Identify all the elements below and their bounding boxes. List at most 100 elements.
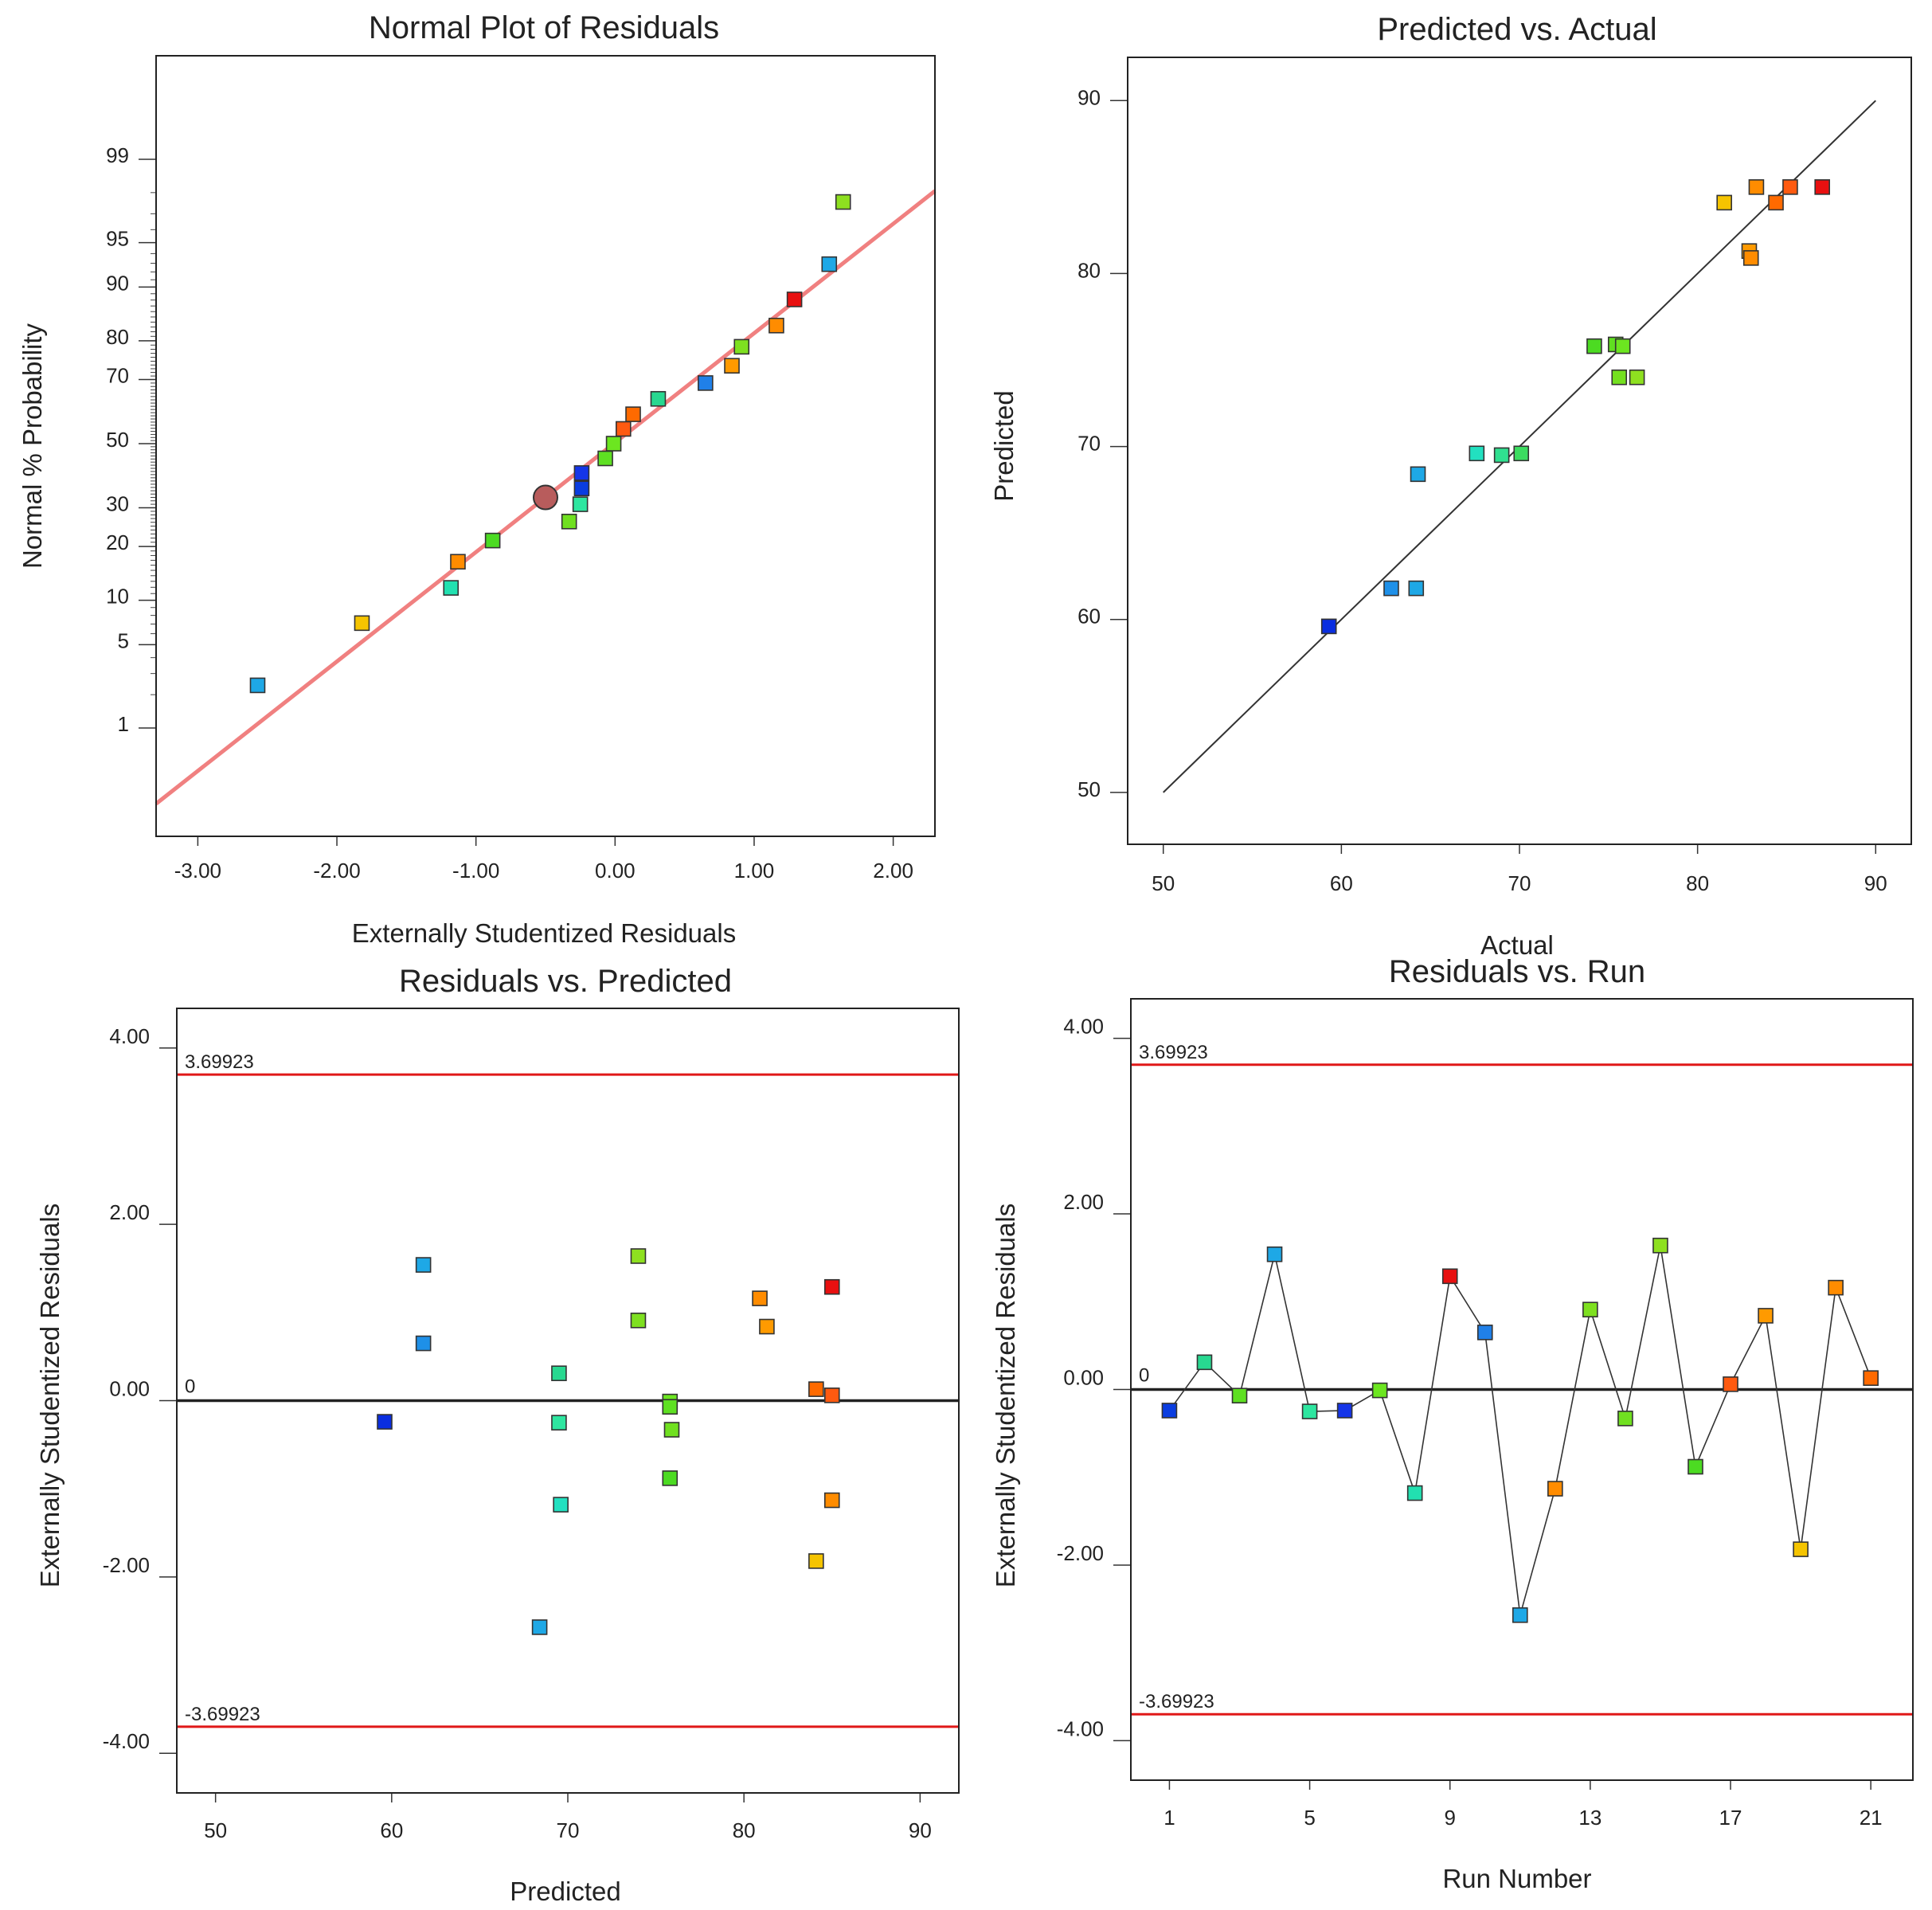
rvr-point — [1301, 1403, 1318, 1419]
rvr-y-tick-label: -4.00 — [1057, 1716, 1104, 1740]
pva-point — [1410, 466, 1426, 483]
normal-x-tick-label: -2.00 — [313, 859, 360, 883]
rvp-point — [752, 1290, 768, 1306]
rvr-point — [1828, 1279, 1844, 1296]
rvr-point — [1582, 1301, 1598, 1317]
residuals-vs-run-panel: Residuals vs. Run Run Number Externally … — [991, 954, 1914, 1893]
normal-residual-point — [768, 317, 784, 334]
pva-y-tick-label: 70 — [1077, 432, 1101, 456]
pva-point — [1513, 445, 1530, 462]
rvr-x-tick-label: 17 — [1719, 1806, 1742, 1830]
rvp-x-tick-label: 90 — [909, 1818, 932, 1842]
rvp-lower-limit-label: -3.69923 — [185, 1704, 260, 1725]
pva-point — [1320, 618, 1337, 635]
rvp-point — [662, 1399, 679, 1415]
normal-residual-point — [573, 480, 590, 497]
rvp-point — [551, 1415, 567, 1431]
normal-residual-point — [443, 580, 460, 596]
rvp-upper-limit-label: 3.69923 — [185, 1051, 254, 1073]
rvp-title: Residuals vs. Predicted — [399, 964, 732, 999]
normal-plot-title: Normal Plot of Residuals — [369, 10, 719, 45]
pva-y-tick-label: 60 — [1077, 605, 1101, 628]
normal-residual-point — [572, 496, 589, 512]
rvr-point — [1231, 1387, 1248, 1404]
normal-residual-point — [786, 292, 803, 307]
rvp-point — [531, 1619, 548, 1635]
rvp-frame — [176, 1008, 960, 1794]
rvr-y-tick-label: 4.00 — [1063, 1015, 1104, 1039]
normal-x-tick-label: -3.00 — [174, 859, 221, 883]
rvr-point — [1476, 1325, 1493, 1341]
normal-y-tick-label: 20 — [106, 530, 129, 554]
rvp-y-tick-label: 4.00 — [109, 1024, 150, 1048]
rvr-zero-label: 0 — [1139, 1365, 1149, 1387]
normal-y-tick-label: 90 — [106, 271, 129, 295]
rvr-frame — [1130, 998, 1914, 1781]
rvr-point — [1617, 1411, 1633, 1427]
rvr-x-tick-label: 21 — [1860, 1806, 1883, 1830]
normal-residual-point — [484, 532, 501, 549]
normal-residual-point — [561, 513, 577, 530]
predicted-vs-actual-panel: Predicted vs. Actual Actual Predicted 50… — [989, 12, 1912, 960]
normal-residual-point — [450, 554, 466, 570]
rvr-lower-limit-label: -3.69923 — [1139, 1691, 1214, 1712]
normal-residual-point — [573, 465, 590, 481]
pva-title: Predicted vs. Actual — [1377, 12, 1656, 47]
rvp-x-tick-label: 50 — [204, 1818, 227, 1842]
rvp-y-tick-label: 2.00 — [109, 1200, 150, 1224]
normal-residual-point — [650, 390, 667, 407]
rvr-point — [1406, 1485, 1423, 1501]
normal-residual-point — [249, 677, 266, 694]
rvr-title: Residuals vs. Run — [1389, 954, 1645, 989]
pva-point — [1493, 447, 1510, 464]
normal-y-tick-label: 50 — [106, 428, 129, 452]
normal-y-tick-label: 80 — [106, 325, 129, 349]
rvp-xlabel: Predicted — [510, 1877, 620, 1906]
rvr-xlabel: Run Number — [1442, 1864, 1591, 1893]
normal-residual-point — [597, 450, 613, 467]
pva-x-tick-label: 50 — [1152, 871, 1175, 895]
pva-point — [1383, 580, 1399, 597]
rvp-y-tick-label: -4.00 — [103, 1729, 150, 1753]
rvp-point — [823, 1278, 840, 1295]
rvp-x-tick-label: 80 — [733, 1818, 756, 1842]
pva-x-tick-label: 80 — [1686, 871, 1709, 895]
rvp-point — [630, 1248, 647, 1264]
rvr-point — [1863, 1370, 1879, 1386]
rvp-point — [808, 1381, 824, 1397]
pva-y-tick-label: 50 — [1077, 777, 1101, 801]
rvr-point — [1652, 1237, 1668, 1254]
normal-plot-ylabel: Normal % Probability — [18, 323, 47, 569]
pva-point — [1614, 338, 1631, 354]
pva-frame — [1127, 57, 1912, 845]
rvp-point — [823, 1492, 840, 1509]
rvp-point — [823, 1387, 840, 1403]
rvr-point — [1161, 1403, 1178, 1419]
rvr-x-tick-label: 5 — [1304, 1806, 1315, 1830]
rvp-zero-label: 0 — [185, 1376, 195, 1398]
normal-residual-point — [615, 421, 632, 437]
rvp-point — [377, 1414, 393, 1430]
normal-x-tick-label: 2.00 — [873, 859, 913, 883]
pva-xlabel: Actual — [1480, 930, 1554, 960]
normal-y-tick-label: 10 — [106, 585, 129, 609]
rvr-point — [1758, 1308, 1774, 1324]
normal-y-tick-label: 30 — [106, 491, 129, 515]
rvr-point — [1793, 1541, 1809, 1557]
rvr-point — [1196, 1354, 1213, 1371]
normal-residual-point — [698, 375, 714, 391]
residuals-vs-predicted-panel: Residuals vs. Predicted Predicted Extern… — [35, 964, 960, 1906]
normal-residual-point — [605, 436, 622, 452]
pva-point — [1814, 179, 1830, 195]
rvr-point — [1336, 1403, 1353, 1419]
pva-point — [1629, 369, 1645, 386]
rvp-point — [415, 1257, 432, 1273]
normal-residual-point — [354, 615, 370, 632]
pva-ylabel: Predicted — [989, 390, 1019, 501]
normal-y-tick-label: 95 — [106, 227, 129, 251]
normal-y-tick-label: 1 — [118, 712, 129, 736]
normal-residual-point — [625, 406, 641, 422]
rvp-y-tick-label: 0.00 — [109, 1377, 150, 1401]
pva-point — [1716, 194, 1732, 211]
